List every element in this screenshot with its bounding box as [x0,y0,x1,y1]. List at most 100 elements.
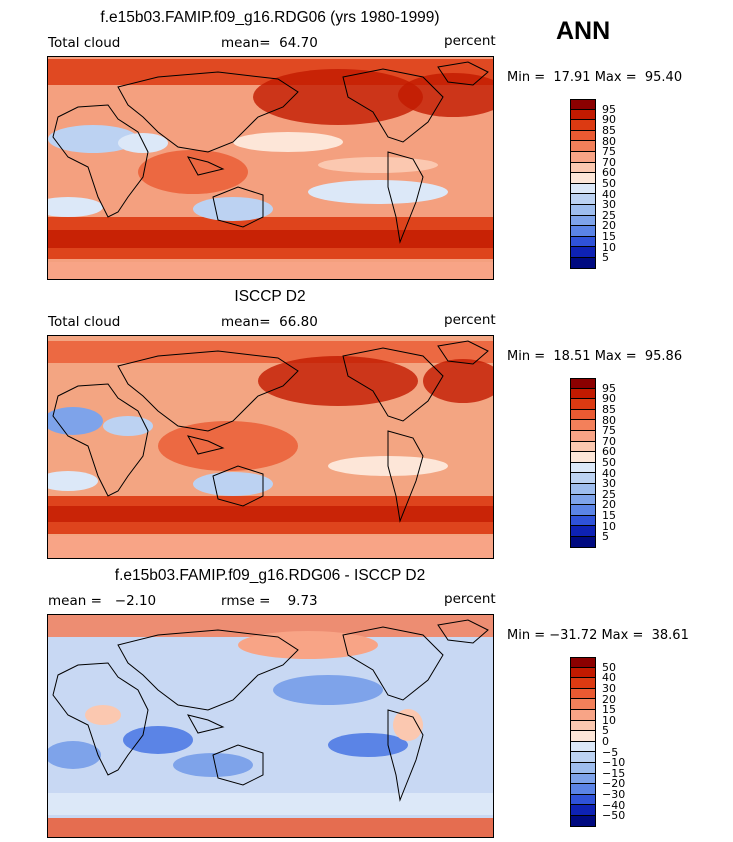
panel-2-south-atlantic-clear [48,471,98,491]
panel-2-north-atlantic-high-cloud [423,359,493,403]
panel-1-coastlines [52,61,489,244]
panel-3-arctic-positive [48,615,493,637]
legend-2-tick-label: 40 [602,466,616,480]
legend-1-row: 50 [570,173,616,189]
legend-1-row: 75 [570,141,616,157]
legend-2-tick-label: 5 [602,530,609,544]
legend-1-swatch [570,194,596,205]
legend-1-swatch [570,151,596,163]
panel-3-south-pacific-negative [328,733,408,757]
legend-3-tick-label: 5 [602,724,609,738]
legend-3-swatch [570,720,596,732]
legend-3-row: 5 [570,720,625,736]
legend-1-row: 80 [570,130,616,147]
legend-2-swatch [570,473,596,484]
legend-2-tick-label: 90 [602,392,616,406]
legend-2-swatch [570,452,596,463]
legend-3-row: 40 [570,667,625,683]
legend-3-row: −20 [570,773,625,789]
panel-1-southern-core [48,230,493,248]
legend-2-row: 95 [570,378,616,394]
legend-3-swatch [570,678,596,689]
panel-3-legend: 50 40 30 20 15 10 5 0 −5 −10 −15 −20 −30 −40 −50 [570,657,625,827]
panel-3-north-pacific-negative [273,675,383,705]
panel-2-australia-clear [193,472,273,496]
legend-1-swatch [570,173,596,184]
legend-2-swatch [570,399,596,410]
legend-1-tick-label: 90 [602,113,616,127]
panel-2-north-pacific-high-cloud [258,356,418,406]
legend-1-tick-label: 50 [602,176,616,190]
legend-3-row: −15 [570,762,625,779]
legend-3-swatch [570,784,596,795]
legend-3-swatch [570,794,596,806]
legend-1-swatch [570,141,596,152]
legend-1-row: 40 [570,183,616,200]
legend-1-row: 90 [570,109,616,125]
panel-3-southern-ocean-light [48,793,493,815]
legend-1-row [570,257,616,269]
legend-3-tick-label: 40 [602,671,616,685]
panel-2-arabia-clear [103,416,153,436]
panel-3-africa-positive [85,705,121,725]
legend-2-swatch [570,462,596,474]
panel-3-rmse: rmse = 9.73 [221,593,318,609]
legend-1-swatch [570,226,596,237]
legend-3-tick-label: 10 [602,713,616,727]
legend-1-row: 5 [570,247,616,263]
panel-2-units: percent [444,312,496,328]
legend-2-swatch [570,515,596,527]
legend-1-swatch [570,215,596,227]
panel-3-atlantic-negative [48,741,101,769]
legend-3-swatch [570,709,596,721]
legend-2-row: 75 [570,420,616,436]
legend-1-swatch [570,247,596,258]
panel-1-map-svg [48,57,493,279]
legend-2-tick-label: 30 [602,477,616,491]
panel-2-coastlines [52,340,489,523]
legend-3-swatch [570,731,596,742]
legend-3-row: 50 [570,657,625,673]
legend-2-tick-label: 15 [602,508,616,522]
legend-3-tick-label: −15 [602,766,626,780]
legend-2-row: 80 [570,409,616,426]
legend-1-tick-label: 75 [602,145,616,159]
legend-2-row: 10 [570,515,616,532]
legend-1-row: 30 [570,194,616,210]
legend-2-row [570,536,616,548]
legend-3-tick-label: 15 [602,703,616,717]
legend-1-row: 60 [570,162,616,178]
legend-3-tick-label: 0 [602,734,609,748]
legend-3-swatch [570,805,596,816]
legend-2-row: 60 [570,441,616,457]
legend-3-tick-label: 50 [602,660,616,674]
legend-1-tick-label: 80 [602,134,616,148]
legend-2-swatch [570,505,596,516]
legend-3-swatch [570,741,596,753]
panel-1-equatorial-pacific-dry [318,157,438,173]
legend-3-row: −50 [570,805,625,821]
panel-1-legend-rows: 95 90 85 80 75 70 60 50 40 30 25 20 15 10 5 [570,99,616,269]
panel-3-units: percent [444,591,496,607]
panel-2-antarctic-fringe [48,536,493,558]
legend-3-swatch [570,657,596,668]
panel-3-north-pacific-positive [238,631,378,659]
legend-3-swatch [570,773,596,785]
panel-3-south-america-positive [393,709,423,741]
legend-2-swatch [570,378,596,389]
legend-3-swatch [570,815,596,827]
legend-1-swatch [570,109,596,121]
panel-1-north-atlantic-high-cloud [398,73,493,117]
panel-3-antarctic-positive [48,818,493,837]
panel-1-title: f.e15b03.FAMIP.f09_g16.RDG06 (yrs 1980-1… [100,9,440,26]
legend-1-row: 15 [570,226,616,242]
panel-3-south-indian-negative [173,753,253,777]
panel-1-minmax: Min = 17.91 Max = 95.40 [507,70,683,85]
panel-1-south-pacific-clear [308,180,448,204]
legend-3-row: 10 [570,709,625,726]
legend-3-row: −5 [570,741,625,758]
panel-2-map [47,335,494,559]
legend-2-row: 5 [570,526,616,542]
panel-1-north-pacific-subtropic [233,132,343,152]
panel-3-title: f.e15b03.FAMIP.f09_g16.RDG06 - ISCCP D2 [114,567,426,584]
